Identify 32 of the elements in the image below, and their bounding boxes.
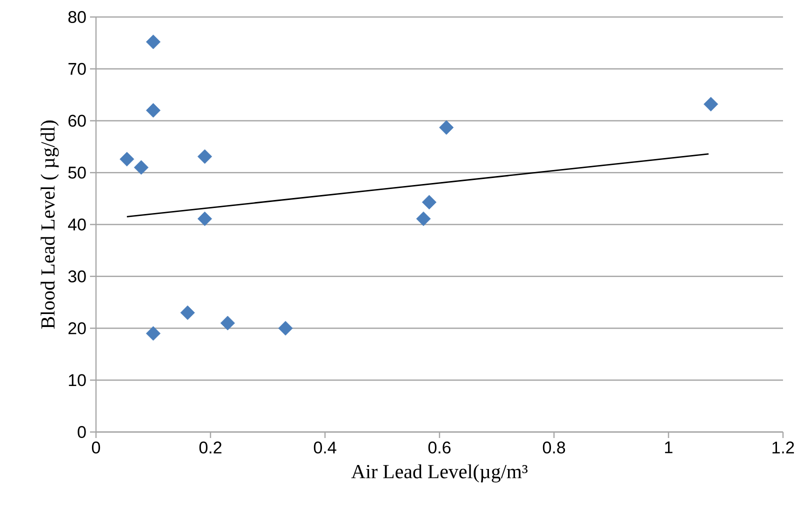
x-tick-label: 0.4 (314, 442, 336, 454)
x-tick-label: 1 (665, 442, 672, 454)
point (198, 149, 212, 164)
y-tick-label: 80 (68, 11, 86, 23)
point (134, 160, 148, 175)
y-tick-label: 40 (68, 218, 86, 230)
point (704, 96, 718, 112)
y-tick-label: 20 (68, 322, 86, 334)
point (198, 212, 212, 226)
x-tick-label: 0 (92, 442, 100, 454)
point (220, 316, 235, 330)
x-tick-label: 0.2 (199, 442, 222, 454)
point (146, 34, 161, 50)
point (146, 103, 161, 118)
point (180, 305, 195, 320)
point (278, 320, 293, 336)
y-tick-label: 10 (68, 374, 86, 386)
point (416, 212, 431, 226)
point (120, 152, 134, 166)
x-tick-label: 1.2 (772, 442, 794, 454)
y-tick-label: 30 (68, 270, 86, 282)
x-axis-title: Air Lead Level(µg/m³ (351, 464, 528, 482)
y-tick-label: 50 (68, 166, 86, 179)
x-tick-label: 0.8 (542, 442, 566, 454)
point (422, 194, 436, 210)
y-tick-label: 70 (68, 62, 86, 75)
point (146, 326, 161, 341)
x-tick-label: 0.6 (428, 442, 451, 454)
y-axis-title: Blood Lead Level ( µg/dl) (40, 120, 59, 329)
point (439, 120, 454, 135)
y-tick-label: 60 (68, 114, 86, 127)
y-tick-label: 0 (78, 426, 86, 438)
